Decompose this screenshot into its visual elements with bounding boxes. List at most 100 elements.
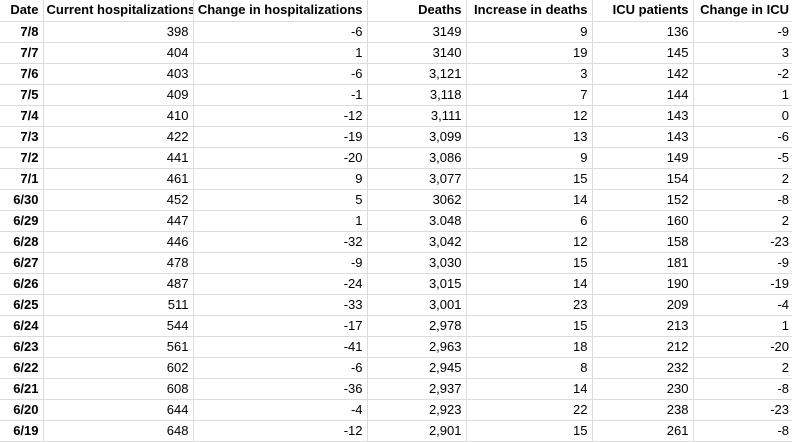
cell-change-in-icu[interactable]: 2 bbox=[693, 168, 792, 190]
cell-increase-in-deaths[interactable]: 9 bbox=[466, 147, 593, 169]
cell-deaths[interactable]: 2,945 bbox=[367, 357, 467, 379]
cell-change-in-hospitalizations[interactable]: -9 bbox=[193, 252, 368, 274]
cell-deaths[interactable]: 3,077 bbox=[367, 168, 467, 190]
column-header-increase-in-deaths[interactable]: Increase in deaths bbox=[466, 0, 593, 22]
cell-icu-patients[interactable]: 261 bbox=[592, 420, 694, 442]
cell-deaths[interactable]: 3062 bbox=[367, 189, 467, 211]
cell-current-hospitalizations[interactable]: 644 bbox=[43, 399, 194, 421]
cell-increase-in-deaths[interactable]: 12 bbox=[466, 105, 593, 127]
cell-increase-in-deaths[interactable]: 13 bbox=[466, 126, 593, 148]
cell-change-in-hospitalizations[interactable]: -24 bbox=[193, 273, 368, 295]
cell-icu-patients[interactable]: 181 bbox=[592, 252, 694, 274]
cell-change-in-hospitalizations[interactable]: 1 bbox=[193, 210, 368, 232]
cell-icu-patients[interactable]: 149 bbox=[592, 147, 694, 169]
cell-date[interactable]: 6/25 bbox=[0, 294, 44, 316]
cell-change-in-icu[interactable]: -6 bbox=[693, 126, 792, 148]
cell-change-in-hospitalizations[interactable]: -17 bbox=[193, 315, 368, 337]
cell-current-hospitalizations[interactable]: 422 bbox=[43, 126, 194, 148]
cell-change-in-icu[interactable]: -8 bbox=[693, 378, 792, 400]
cell-change-in-hospitalizations[interactable]: -6 bbox=[193, 357, 368, 379]
cell-change-in-hospitalizations[interactable]: -20 bbox=[193, 147, 368, 169]
cell-change-in-icu[interactable]: -23 bbox=[693, 231, 792, 253]
cell-increase-in-deaths[interactable]: 9 bbox=[466, 21, 593, 43]
cell-current-hospitalizations[interactable]: 403 bbox=[43, 63, 194, 85]
cell-current-hospitalizations[interactable]: 446 bbox=[43, 231, 194, 253]
cell-date[interactable]: 7/7 bbox=[0, 42, 44, 64]
cell-icu-patients[interactable]: 143 bbox=[592, 105, 694, 127]
cell-icu-patients[interactable]: 154 bbox=[592, 168, 694, 190]
cell-icu-patients[interactable]: 158 bbox=[592, 231, 694, 253]
cell-change-in-hospitalizations[interactable]: -12 bbox=[193, 105, 368, 127]
cell-date[interactable]: 7/4 bbox=[0, 105, 44, 127]
cell-date[interactable]: 7/5 bbox=[0, 84, 44, 106]
cell-change-in-hospitalizations[interactable]: -19 bbox=[193, 126, 368, 148]
cell-current-hospitalizations[interactable]: 608 bbox=[43, 378, 194, 400]
cell-date[interactable]: 6/27 bbox=[0, 252, 44, 274]
cell-date[interactable]: 7/2 bbox=[0, 147, 44, 169]
cell-deaths[interactable]: 3,042 bbox=[367, 231, 467, 253]
cell-date[interactable]: 6/30 bbox=[0, 189, 44, 211]
cell-icu-patients[interactable]: 142 bbox=[592, 63, 694, 85]
cell-current-hospitalizations[interactable]: 404 bbox=[43, 42, 194, 64]
column-header-deaths[interactable]: Deaths bbox=[367, 0, 467, 22]
column-header-date[interactable]: Date bbox=[0, 0, 44, 22]
cell-increase-in-deaths[interactable]: 18 bbox=[466, 336, 593, 358]
cell-icu-patients[interactable]: 230 bbox=[592, 378, 694, 400]
cell-deaths[interactable]: 3,086 bbox=[367, 147, 467, 169]
cell-deaths[interactable]: 2,937 bbox=[367, 378, 467, 400]
cell-date[interactable]: 6/23 bbox=[0, 336, 44, 358]
cell-change-in-hospitalizations[interactable]: -33 bbox=[193, 294, 368, 316]
cell-change-in-hospitalizations[interactable]: 1 bbox=[193, 42, 368, 64]
cell-date[interactable]: 7/6 bbox=[0, 63, 44, 85]
cell-increase-in-deaths[interactable]: 14 bbox=[466, 189, 593, 211]
cell-deaths[interactable]: 2,978 bbox=[367, 315, 467, 337]
cell-current-hospitalizations[interactable]: 478 bbox=[43, 252, 194, 274]
cell-change-in-hospitalizations[interactable]: -6 bbox=[193, 63, 368, 85]
cell-change-in-icu[interactable]: -20 bbox=[693, 336, 792, 358]
cell-change-in-icu[interactable]: -5 bbox=[693, 147, 792, 169]
cell-increase-in-deaths[interactable]: 15 bbox=[466, 252, 593, 274]
cell-icu-patients[interactable]: 144 bbox=[592, 84, 694, 106]
cell-deaths[interactable]: 2,963 bbox=[367, 336, 467, 358]
cell-change-in-icu[interactable]: 1 bbox=[693, 84, 792, 106]
cell-date[interactable]: 6/19 bbox=[0, 420, 44, 442]
cell-increase-in-deaths[interactable]: 22 bbox=[466, 399, 593, 421]
cell-icu-patients[interactable]: 190 bbox=[592, 273, 694, 295]
cell-increase-in-deaths[interactable]: 23 bbox=[466, 294, 593, 316]
cell-increase-in-deaths[interactable]: 15 bbox=[466, 168, 593, 190]
cell-date[interactable]: 6/26 bbox=[0, 273, 44, 295]
cell-icu-patients[interactable]: 143 bbox=[592, 126, 694, 148]
cell-current-hospitalizations[interactable]: 410 bbox=[43, 105, 194, 127]
cell-date[interactable]: 6/29 bbox=[0, 210, 44, 232]
cell-increase-in-deaths[interactable]: 14 bbox=[466, 378, 593, 400]
cell-date[interactable]: 6/20 bbox=[0, 399, 44, 421]
cell-date[interactable]: 6/24 bbox=[0, 315, 44, 337]
cell-change-in-icu[interactable]: -2 bbox=[693, 63, 792, 85]
cell-icu-patients[interactable]: 136 bbox=[592, 21, 694, 43]
cell-icu-patients[interactable]: 152 bbox=[592, 189, 694, 211]
cell-deaths[interactable]: 2,923 bbox=[367, 399, 467, 421]
cell-icu-patients[interactable]: 160 bbox=[592, 210, 694, 232]
cell-change-in-hospitalizations[interactable]: -12 bbox=[193, 420, 368, 442]
cell-deaths[interactable]: 3149 bbox=[367, 21, 467, 43]
cell-icu-patients[interactable]: 238 bbox=[592, 399, 694, 421]
cell-icu-patients[interactable]: 232 bbox=[592, 357, 694, 379]
cell-change-in-hospitalizations[interactable]: -41 bbox=[193, 336, 368, 358]
cell-deaths[interactable]: 3,099 bbox=[367, 126, 467, 148]
cell-increase-in-deaths[interactable]: 15 bbox=[466, 315, 593, 337]
cell-change-in-hospitalizations[interactable]: -36 bbox=[193, 378, 368, 400]
cell-date[interactable]: 6/22 bbox=[0, 357, 44, 379]
cell-change-in-icu[interactable]: -8 bbox=[693, 189, 792, 211]
cell-current-hospitalizations[interactable]: 487 bbox=[43, 273, 194, 295]
cell-date[interactable]: 6/21 bbox=[0, 378, 44, 400]
cell-current-hospitalizations[interactable]: 447 bbox=[43, 210, 194, 232]
cell-icu-patients[interactable]: 213 bbox=[592, 315, 694, 337]
cell-change-in-icu[interactable]: -9 bbox=[693, 252, 792, 274]
cell-change-in-icu[interactable]: -4 bbox=[693, 294, 792, 316]
cell-date[interactable]: 7/3 bbox=[0, 126, 44, 148]
cell-current-hospitalizations[interactable]: 561 bbox=[43, 336, 194, 358]
column-header-change-in-icu[interactable]: Change in ICU bbox=[693, 0, 792, 22]
cell-current-hospitalizations[interactable]: 461 bbox=[43, 168, 194, 190]
cell-date[interactable]: 6/28 bbox=[0, 231, 44, 253]
cell-change-in-icu[interactable]: -23 bbox=[693, 399, 792, 421]
